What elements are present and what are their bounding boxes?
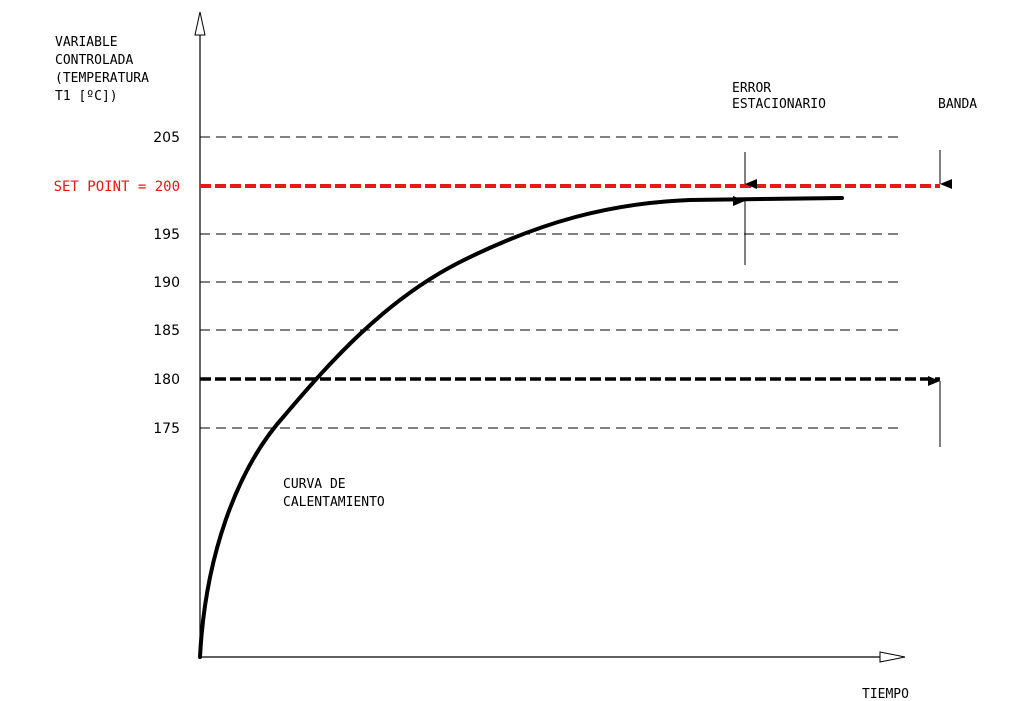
tick-label-205: 205 bbox=[153, 130, 180, 146]
y-axis-label-line-1: VARIABLE bbox=[55, 35, 118, 50]
tick-label-175: 175 bbox=[153, 421, 180, 437]
x-axis-label: TIEMPO bbox=[862, 687, 909, 701]
y-axis-label-line-4: T1 [ºC]) bbox=[55, 89, 118, 104]
band-label: BANDA bbox=[938, 97, 977, 112]
error-label-line-1: ERROR bbox=[732, 81, 771, 96]
y-axis-label-line-3: (TEMPERATURA bbox=[55, 71, 149, 86]
tick-label-185: 185 bbox=[153, 323, 180, 339]
y-axis-label-line-2: CONTROLADA bbox=[55, 53, 133, 68]
tick-label-195: 195 bbox=[153, 227, 180, 243]
curve-label-line-2: CALENTAMIENTO bbox=[283, 495, 385, 510]
curve-label-line-1: CURVA DE bbox=[283, 477, 346, 492]
x-axis-arrow-icon bbox=[879, 651, 906, 663]
y-axis-arrow-icon bbox=[194, 11, 206, 36]
heating-curve bbox=[198, 196, 844, 659]
tick-label-190: 190 bbox=[153, 275, 180, 291]
set-point-label: SET POINT = 200 bbox=[54, 179, 180, 195]
error-label-line-2: ESTACIONARIO bbox=[732, 97, 826, 112]
tick-label-180: 180 bbox=[153, 372, 180, 388]
